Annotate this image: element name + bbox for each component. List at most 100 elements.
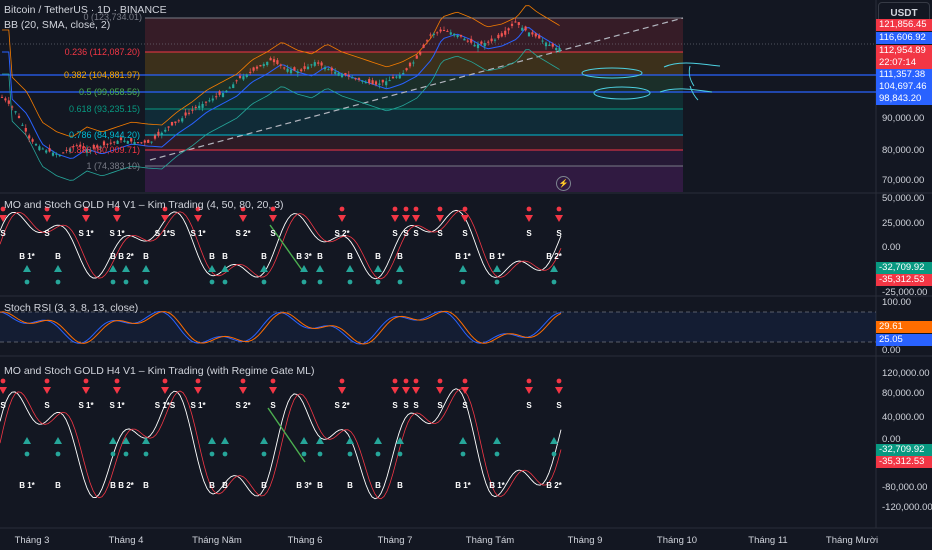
candle-body bbox=[351, 77, 354, 79]
signal-dot bbox=[413, 378, 419, 384]
sell-arrow-icon bbox=[338, 215, 346, 222]
candle-body bbox=[62, 152, 65, 154]
buy-signal-label: B 3* bbox=[296, 252, 312, 261]
candle-body bbox=[34, 144, 38, 146]
candle-body bbox=[232, 84, 235, 89]
candle-body bbox=[238, 75, 242, 78]
buy-signal-label: B bbox=[317, 252, 323, 261]
pane1-badge: -32,709.92 bbox=[876, 262, 932, 274]
sell-arrow-icon bbox=[391, 387, 399, 394]
sell-arrow-icon bbox=[113, 387, 121, 394]
trend-line[interactable] bbox=[149, 17, 684, 161]
candle-body bbox=[276, 60, 279, 64]
signal-dot bbox=[347, 279, 353, 285]
pane1-title[interactable]: MO and Stoch GOLD H4 V1 – Kim Trading (4… bbox=[4, 199, 284, 211]
candle-body bbox=[157, 131, 160, 136]
signal-dot bbox=[44, 378, 50, 384]
candle-body bbox=[327, 69, 330, 71]
candle-body bbox=[177, 120, 180, 122]
candle-body bbox=[517, 22, 520, 26]
candle-body bbox=[266, 61, 269, 66]
sell-signal-label: S bbox=[556, 229, 562, 238]
last-price-badge: 112,954.89 bbox=[876, 45, 932, 57]
candle-body bbox=[555, 48, 558, 51]
candle-body bbox=[476, 44, 480, 49]
sell-arrow-icon bbox=[555, 215, 563, 222]
candle-body bbox=[147, 139, 150, 143]
signal-dot bbox=[494, 279, 500, 285]
candle-body bbox=[405, 68, 408, 71]
fib-retracement[interactable] bbox=[145, 17, 683, 192]
buy-signal-label: B bbox=[347, 481, 353, 490]
candle-body bbox=[538, 35, 541, 39]
brush-annotation[interactable] bbox=[581, 62, 721, 101]
candle-body bbox=[500, 33, 503, 37]
lightning-icon[interactable]: ⚡ bbox=[556, 176, 571, 191]
symbol-title[interactable]: Bitcoin / TetherUS · 1D · BINANCE bbox=[4, 4, 167, 16]
candle-body bbox=[347, 75, 350, 77]
buy-signal-label: B 1* bbox=[489, 481, 505, 490]
signal-dot bbox=[556, 206, 562, 212]
candle-body bbox=[317, 62, 320, 64]
buy-arrow-icon bbox=[396, 265, 404, 272]
signal-dot bbox=[55, 451, 61, 457]
fib-label: 0.382 (104,881.97) bbox=[63, 70, 140, 80]
buy-signal-label: B bbox=[143, 481, 149, 490]
candle-body bbox=[85, 149, 89, 153]
signal-dot bbox=[123, 451, 129, 457]
candle-body bbox=[446, 30, 449, 32]
pane3-title[interactable]: MO and Stoch GOLD H4 V1 – Kim Trading (w… bbox=[4, 365, 315, 377]
signal-dot bbox=[209, 451, 215, 457]
pane2-badge: 25.05 bbox=[876, 334, 932, 346]
candle-body bbox=[310, 64, 313, 66]
signal-dot bbox=[460, 451, 466, 457]
buy-arrow-icon bbox=[260, 265, 268, 272]
candle-body bbox=[48, 148, 51, 152]
buy-arrow-icon bbox=[208, 437, 216, 444]
sell-signal-label: S 2* bbox=[235, 401, 251, 410]
candle-body bbox=[439, 29, 442, 32]
candle-body bbox=[208, 100, 211, 102]
signal-dot bbox=[44, 206, 50, 212]
buy-arrow-icon bbox=[300, 437, 308, 444]
buy-signal-label: B 1* bbox=[455, 481, 471, 490]
sell-signal-label: S 1* bbox=[190, 229, 206, 238]
candle-body bbox=[198, 105, 201, 109]
signal-dot bbox=[317, 451, 323, 457]
signal-dot bbox=[0, 206, 6, 212]
countdown-badge: 22:07:14 bbox=[876, 57, 932, 69]
candle-body bbox=[249, 71, 252, 73]
buy-signal-label: B 2* bbox=[546, 252, 562, 261]
sell-arrow-icon bbox=[555, 387, 563, 394]
candle-body bbox=[116, 140, 119, 144]
signal-dot bbox=[123, 279, 129, 285]
candle-body bbox=[164, 129, 167, 132]
candle-body bbox=[130, 138, 133, 142]
candle-body bbox=[453, 33, 456, 36]
bollinger-legend[interactable]: BB (20, SMA, close, 2) bbox=[4, 19, 111, 31]
time-tick: Tháng Năm bbox=[192, 535, 242, 546]
candle-body bbox=[459, 34, 463, 37]
candle-body bbox=[361, 80, 364, 82]
pane2-title[interactable]: Stoch RSI (3, 3, 8, 13, close) bbox=[4, 302, 139, 314]
signal-dot bbox=[397, 451, 403, 457]
candle-body bbox=[160, 132, 163, 135]
signal-dot bbox=[261, 451, 267, 457]
buy-signal-label: B bbox=[209, 252, 215, 261]
sell-signal-label: S bbox=[556, 401, 562, 410]
signal-dot bbox=[83, 206, 89, 212]
candlestick-series[interactable] bbox=[0, 18, 561, 158]
sell-signal-label: S bbox=[526, 229, 532, 238]
candle-body bbox=[368, 79, 371, 84]
pane2-tick: 0.00 bbox=[882, 345, 901, 356]
candle-body bbox=[123, 140, 126, 142]
sell-arrow-icon bbox=[269, 215, 277, 222]
buy-arrow-icon bbox=[23, 265, 31, 272]
buy-signal-label: B bbox=[261, 252, 267, 261]
candle-body bbox=[126, 141, 129, 144]
candle-body bbox=[296, 71, 299, 74]
candle-body bbox=[96, 145, 99, 148]
sell-arrow-icon bbox=[194, 215, 202, 222]
candle-body bbox=[82, 146, 85, 148]
